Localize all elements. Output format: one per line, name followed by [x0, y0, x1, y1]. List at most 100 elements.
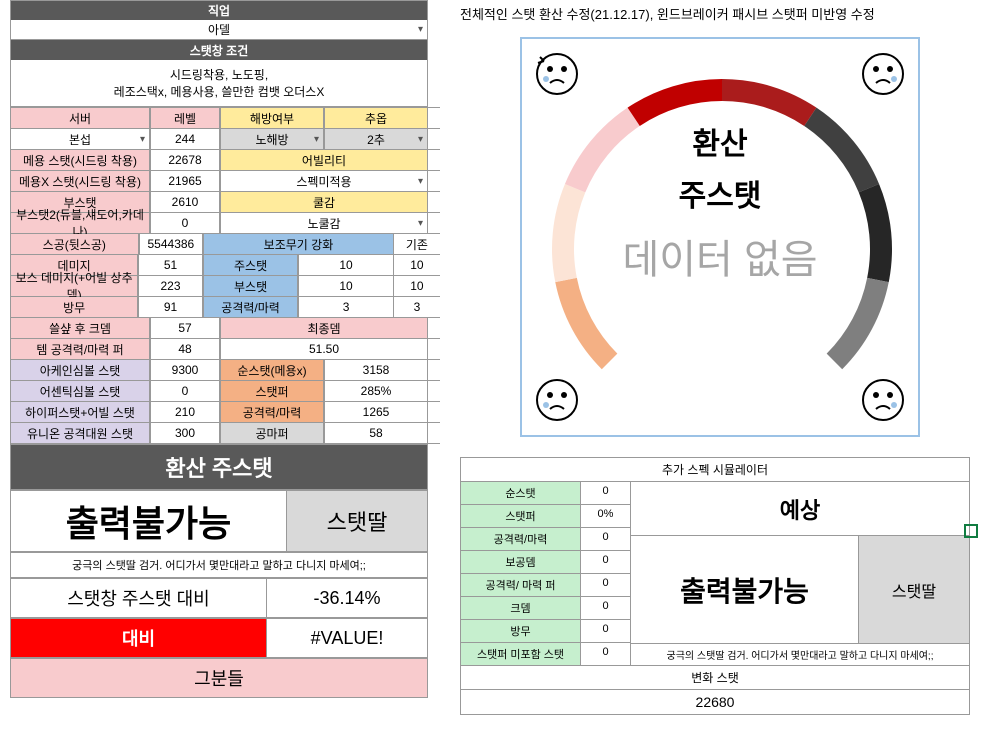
- sim-input-row: 스탯퍼0%: [461, 505, 630, 528]
- sim-input-row: 방무0: [461, 620, 630, 643]
- liberation-label: 해방여부: [220, 108, 324, 128]
- aux-header-row: 스공(뒷스공) 5544386 보조무기 강화 기존: [10, 234, 440, 255]
- job-header: 직업: [10, 0, 428, 20]
- extra-select[interactable]: 2추: [324, 129, 428, 149]
- final-val-1[interactable]: 48: [150, 339, 220, 359]
- aux-input[interactable]: 51: [138, 255, 203, 275]
- sim-input-label: 스탯퍼: [461, 505, 581, 527]
- sim-input-val[interactable]: 0: [581, 574, 630, 596]
- sim-right-title: 예상: [631, 482, 969, 536]
- aux-row: 방무91공격력/마력33: [10, 297, 440, 318]
- stat-row: 메용X 스탯(시드링 착용)21965스펙미적용: [10, 171, 440, 192]
- sim-input-label: 공격력/ 마력 퍼: [461, 574, 581, 596]
- cond-line1: 시드링착용, 노도핑,: [170, 66, 268, 83]
- final-row-1: 템 공격력/마력 퍼 48 51.50: [10, 339, 440, 360]
- right-panel: 전체적인 스탯 환산 수정(21.12.17), 윈드브레이커 패시브 스탯퍼 …: [460, 0, 980, 715]
- stat-input[interactable]: 2610: [150, 192, 220, 212]
- final-val-0[interactable]: 57: [150, 318, 220, 338]
- aux-input[interactable]: 223: [138, 276, 203, 296]
- result-box: 출력불가능 스탯딸: [10, 490, 428, 552]
- sim-input-val[interactable]: 0: [581, 482, 630, 504]
- left-panel: 직업 아델 스탯창 조건 시드링착용, 노도핑, 레조스택x, 메용사용, 쓸만…: [10, 0, 440, 698]
- aux-side: 10: [394, 276, 440, 296]
- sim-input-val[interactable]: 0: [581, 643, 630, 665]
- stat-label: 부스탯2(듀블,섀도어,카데나): [10, 213, 150, 233]
- sim-input-val[interactable]: 0: [581, 620, 630, 642]
- sim-right-main: 출력불가능: [631, 536, 859, 643]
- symbol-label: 하이퍼스탯+어빌 스탯: [10, 402, 150, 422]
- spreadsheet-page: 직업 아델 스탯창 조건 시드링착용, 노도핑, 레조스택x, 메용사용, 쓸만…: [0, 0, 994, 735]
- symbol-olabel: 공마퍼: [220, 423, 324, 443]
- symbol-oval: 58: [324, 423, 428, 443]
- stat-label: 메용 스탯(시드링 착용): [10, 150, 150, 170]
- gauge-segment: [555, 278, 617, 369]
- sim-input-label: 순스탯: [461, 482, 581, 504]
- sim-input-label: 보공뎀: [461, 551, 581, 573]
- symbol-input[interactable]: 9300: [150, 360, 220, 380]
- stat-right: 쿨감: [220, 192, 428, 212]
- aux-title: 보조무기 강화: [203, 234, 394, 254]
- aux-bval[interactable]: 3: [298, 297, 394, 317]
- symbol-label: 아케인심볼 스탯: [10, 360, 150, 380]
- job-select[interactable]: 아델: [10, 20, 428, 40]
- symbol-olabel: 공격력/마력: [220, 402, 324, 422]
- final-title: 최종뎀: [220, 318, 428, 338]
- aux-bval[interactable]: 10: [298, 255, 394, 275]
- aux-row: 보스 데미지(+어빌 상추뎀)223부스탯1010: [10, 276, 440, 297]
- stat-right[interactable]: 스펙미적용: [220, 171, 428, 191]
- stat-input[interactable]: 0: [150, 213, 220, 233]
- symbol-label: 유니온 공격대원 스탯: [10, 423, 150, 443]
- aux-bval[interactable]: 10: [298, 276, 394, 296]
- sim-input-label: 방무: [461, 620, 581, 642]
- stat-right[interactable]: 노쿨감: [220, 213, 428, 233]
- stat-label: 메용X 스탯(시드링 착용): [10, 171, 150, 191]
- sim-input-row: 크뎀0: [461, 597, 630, 620]
- compare-row-1: 스탯창 주스탯 대비 -36.14%: [10, 578, 428, 618]
- symbol-row: 아케인심볼 스탯9300순스탯(메용x)3158: [10, 360, 440, 381]
- symbol-olabel: 스탯퍼: [220, 381, 324, 401]
- symbol-label: 어센틱심볼 스탯: [10, 381, 150, 401]
- cond-line2: 레조스택x, 메용사용, 쓸만한 컴뱃 오더스X: [114, 83, 325, 100]
- aux-blabel: 공격력/마력: [203, 297, 299, 317]
- final-row-0: 쓸샾 후 크뎀 57 최종뎀: [10, 318, 440, 339]
- compare2-l: 대비: [11, 619, 267, 657]
- sim-input-label: 크뎀: [461, 597, 581, 619]
- sim-input-row: 스탯퍼 미포함 스탯0: [461, 643, 630, 666]
- symbol-row: 하이퍼스탯+어빌 스탯210공격력/마력1265: [10, 402, 440, 423]
- level-input[interactable]: 244: [150, 129, 220, 149]
- sim-input-val[interactable]: 0: [581, 528, 630, 550]
- sim-right-tag: 스탯딸: [859, 536, 969, 643]
- final-label-0: 쓸샾 후 크뎀: [10, 318, 150, 338]
- symbol-input[interactable]: 300: [150, 423, 220, 443]
- symbol-input[interactable]: 0: [150, 381, 220, 401]
- compare3-l: 그분들: [11, 659, 427, 697]
- sim-input-val[interactable]: 0: [581, 597, 630, 619]
- gauge-l2: 주스탯: [522, 171, 918, 215]
- stat-input[interactable]: 21965: [150, 171, 220, 191]
- server-select[interactable]: 본섭: [10, 129, 150, 149]
- result-main: 출력불가능: [11, 491, 287, 551]
- result-note: 궁극의 스탯딸 검거. 어디가서 몇만대라고 말하고 다니지 마세여;;: [10, 552, 428, 578]
- stat-input[interactable]: 22678: [150, 150, 220, 170]
- simulator-panel: 추가 스펙 시뮬레이터 순스탯0스탯퍼0%공격력/마력0보공뎀0공격력/ 마력 …: [460, 457, 970, 715]
- level-label: 레벨: [150, 108, 220, 128]
- symbol-row: 어센틱심볼 스탯0스탯퍼285%: [10, 381, 440, 402]
- liberation-select[interactable]: 노해방: [220, 129, 324, 149]
- aux-input[interactable]: 91: [138, 297, 203, 317]
- aux-val[interactable]: 5544386: [139, 234, 204, 254]
- aux-side: 3: [394, 297, 440, 317]
- face-icon-br: [858, 375, 908, 425]
- statwindow-header: 스탯창 조건: [10, 40, 428, 60]
- sim-bottom: 변화 스탯 22680: [461, 666, 969, 714]
- gauge-chart: 환산 주스탯 데이터 없음: [520, 37, 920, 437]
- compare-row-2: 대비 #VALUE!: [10, 618, 428, 658]
- result-title: 환산 주스탯: [10, 444, 428, 490]
- sim-bottom-label: 변화 스탯: [461, 666, 969, 690]
- final-label-1: 템 공격력/마력 퍼: [10, 339, 150, 359]
- face-icon-tr: [858, 49, 908, 99]
- compare1-l: 스탯창 주스탯 대비: [11, 579, 267, 617]
- symbol-input[interactable]: 210: [150, 402, 220, 422]
- sim-input-val[interactable]: 0%: [581, 505, 630, 527]
- aux-label: 스공(뒷스공): [10, 234, 139, 254]
- sim-input-val[interactable]: 0: [581, 551, 630, 573]
